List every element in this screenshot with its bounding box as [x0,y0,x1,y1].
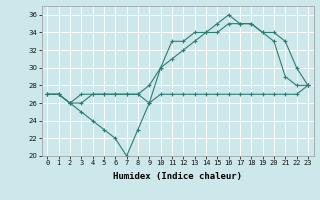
X-axis label: Humidex (Indice chaleur): Humidex (Indice chaleur) [113,172,242,181]
